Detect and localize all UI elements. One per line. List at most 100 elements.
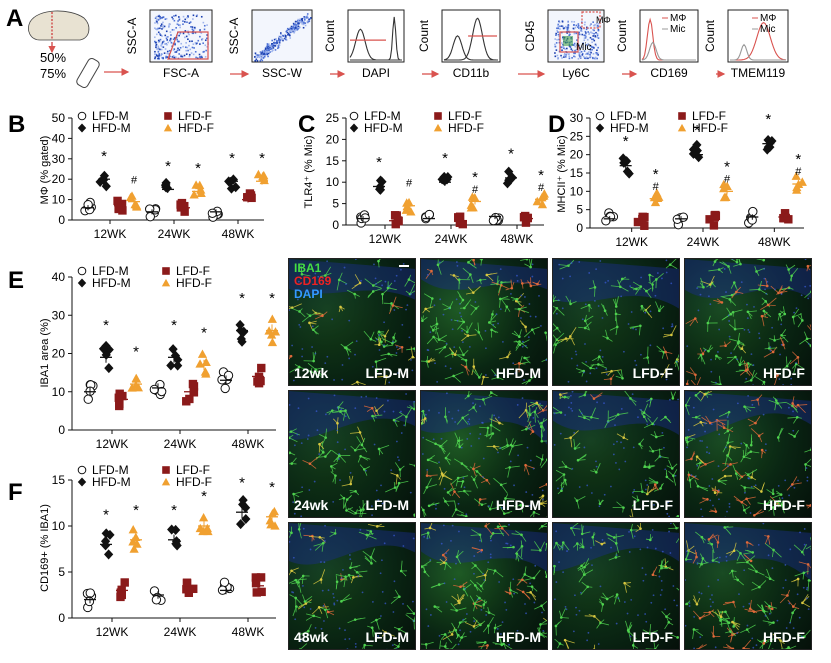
data-point-lfd-f bbox=[113, 196, 122, 206]
legend-label: HFD-M bbox=[610, 121, 649, 135]
data-point-hfd-m bbox=[624, 168, 634, 179]
legend-label: LFD-F bbox=[448, 109, 482, 123]
significance-mark: * bbox=[133, 502, 139, 519]
data-point-lfd-f bbox=[177, 198, 187, 208]
data-point-hfd-m bbox=[241, 513, 251, 525]
data-point-lfd-m bbox=[151, 595, 162, 605]
panel-label-f: F bbox=[8, 479, 23, 506]
legend-marker bbox=[349, 123, 359, 133]
data-point-hfd-m bbox=[98, 343, 109, 354]
data-point-hfd-f bbox=[195, 523, 205, 533]
data-point-hfd-f bbox=[722, 181, 732, 190]
data-point-lfd-f bbox=[640, 212, 649, 222]
data-point-hfd-f bbox=[131, 200, 142, 210]
y-tick-label: 0 bbox=[58, 611, 65, 625]
legend-marker bbox=[434, 112, 442, 120]
significance-mark: * bbox=[259, 150, 265, 167]
legend-label: LFD-M bbox=[92, 463, 129, 477]
data-point-hfd-f bbox=[191, 180, 201, 189]
data-point-hfd-m bbox=[172, 540, 182, 551]
data-point-hfd-f bbox=[197, 349, 208, 358]
legend-marker bbox=[77, 465, 87, 475]
x-tick-label: 12WK bbox=[96, 625, 129, 639]
data-point-hfd-m bbox=[443, 171, 453, 183]
micrograph-group-label: LFD-F bbox=[632, 497, 673, 513]
micrograph-24wk-hfd-m: HFD-M bbox=[415, 385, 554, 528]
data-point-hfd-m bbox=[240, 502, 251, 513]
y-tick-label: 10 bbox=[52, 193, 66, 207]
micrograph-cells bbox=[547, 518, 686, 658]
y-axis-label: MΦ (% gated) bbox=[39, 136, 51, 205]
gate-label-mphi: MΦ bbox=[596, 15, 611, 25]
panel-label-a: A bbox=[6, 5, 23, 32]
micrograph-24wk-hfd-f: HFD-F bbox=[682, 385, 823, 519]
data-point-hfd-f bbox=[267, 337, 278, 347]
y-tick-label: 40 bbox=[52, 131, 66, 145]
x-tick-label: 12WK bbox=[615, 235, 648, 249]
significance-mark: * bbox=[133, 344, 139, 361]
micrograph-cells bbox=[281, 391, 420, 524]
legend-label: HFD-M bbox=[364, 121, 403, 135]
legend-marker bbox=[164, 112, 172, 120]
flow-ylabel: Count bbox=[703, 19, 717, 52]
micrograph-cells bbox=[676, 522, 817, 658]
x-tick-label: 48WK bbox=[222, 227, 255, 241]
data-point-hfd-m bbox=[228, 174, 238, 185]
y-tick-label: 0 bbox=[576, 221, 583, 235]
data-point-hfd-f bbox=[128, 524, 138, 534]
data-point-hfd-m bbox=[101, 528, 111, 539]
flow-xlabel: DAPI bbox=[362, 66, 390, 80]
data-point-hfd-f bbox=[127, 383, 137, 392]
significance-mark: * bbox=[472, 169, 478, 186]
micrograph-cells bbox=[415, 515, 555, 659]
y-tick-label: 10 bbox=[52, 385, 66, 399]
flow-xlabel: CD11b bbox=[453, 66, 490, 80]
data-point-lfd-f bbox=[257, 587, 266, 597]
data-point-hfd-f bbox=[468, 202, 478, 212]
legend-marker bbox=[77, 266, 87, 276]
data-point-lfd-m bbox=[488, 215, 499, 226]
micrograph-group-label: HFD-F bbox=[763, 629, 805, 645]
data-point-hfd-m bbox=[166, 360, 176, 371]
data-point-hfd-f bbox=[201, 369, 211, 378]
significance-mark: * bbox=[171, 317, 177, 334]
data-point-lfd-m bbox=[220, 383, 230, 394]
y-tick-label: 40 bbox=[52, 270, 66, 284]
data-point-hfd-f bbox=[267, 314, 277, 323]
significance-mark: * bbox=[623, 133, 629, 150]
legend-marker bbox=[161, 278, 171, 287]
data-point-hfd-f bbox=[532, 196, 542, 206]
micrograph-group-label: HFD-F bbox=[763, 497, 805, 513]
micrograph-12wk-lfd-m: LFD-M 12wk IBA1 CD169 DAPI bbox=[283, 253, 423, 390]
data-point-lfd-f bbox=[780, 209, 790, 218]
data-point-hfd-m bbox=[104, 549, 114, 560]
significance-mark: * bbox=[765, 111, 771, 128]
data-point-hfd-m bbox=[236, 519, 246, 530]
significance-mark: # bbox=[653, 181, 660, 193]
flow-legend-mphi: MΦ bbox=[760, 13, 776, 24]
y-tick-label: 15 bbox=[326, 154, 340, 168]
data-point-lfd-f bbox=[251, 573, 261, 582]
x-tick-label: 48WK bbox=[232, 625, 265, 639]
flow-plot-5: MΦ Mic CD45 Ly6C bbox=[523, 9, 611, 80]
significance-mark: * bbox=[442, 150, 448, 167]
significance-mark: * bbox=[171, 502, 177, 519]
data-point-lfd-f bbox=[454, 213, 463, 223]
micrograph-cells bbox=[416, 249, 554, 398]
y-tick-label: 25 bbox=[570, 129, 584, 143]
significance-mark: # bbox=[724, 174, 731, 186]
data-point-hfd-f bbox=[128, 537, 138, 546]
significance-mark: * bbox=[508, 146, 514, 163]
data-point-hfd-m bbox=[621, 156, 632, 167]
data-point-hfd-f bbox=[537, 199, 548, 209]
scale-bar bbox=[399, 265, 409, 267]
micrograph-24wk-lfd-f: LFD-F bbox=[550, 384, 683, 527]
data-point-hfd-m bbox=[104, 344, 114, 355]
flow-ylabel: CD45 bbox=[523, 20, 537, 51]
y-tick-label: 10 bbox=[326, 175, 340, 189]
